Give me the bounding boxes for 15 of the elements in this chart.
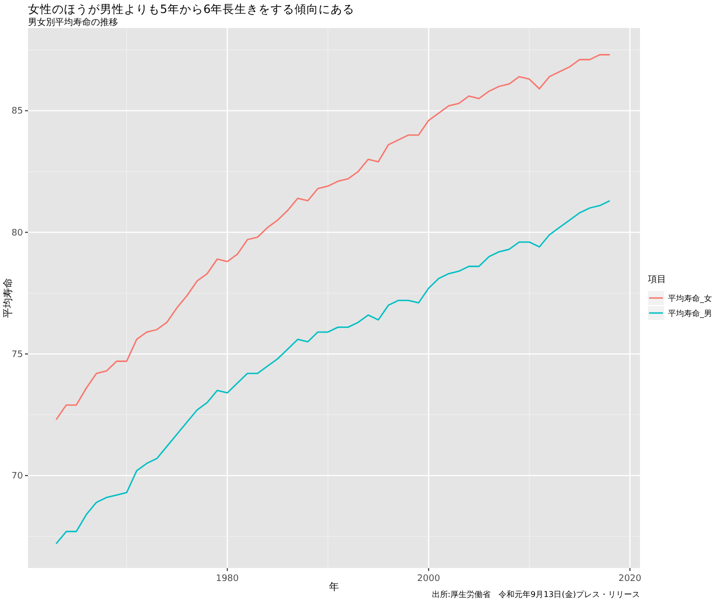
legend-title: 項目	[648, 275, 666, 285]
y-tick-label: 80	[12, 228, 24, 238]
y-tick-label: 75	[12, 350, 23, 360]
legend-label: 平均寿命_男	[668, 309, 712, 318]
chart-title: 女性のほうが男性よりも5年から6年長生きをする傾向にある	[28, 2, 355, 16]
x-tick-label: 2000	[417, 574, 440, 584]
x-tick-label: 2020	[618, 574, 642, 584]
y-tick-label: 70	[12, 472, 24, 482]
legend-label: 平均寿命_女	[668, 294, 712, 303]
text: 出所:厚生労働省 令和元年9月13日(金)プレス・リリース	[432, 590, 640, 599]
x-tick-label: 1980	[216, 574, 240, 584]
x-axis-title: 年	[329, 581, 339, 593]
chart-subtitle: 男女別平均寿命の推移	[28, 17, 118, 28]
y-tick-label: 85	[12, 106, 23, 117]
y-axis-title: 平均寿命	[2, 278, 14, 318]
